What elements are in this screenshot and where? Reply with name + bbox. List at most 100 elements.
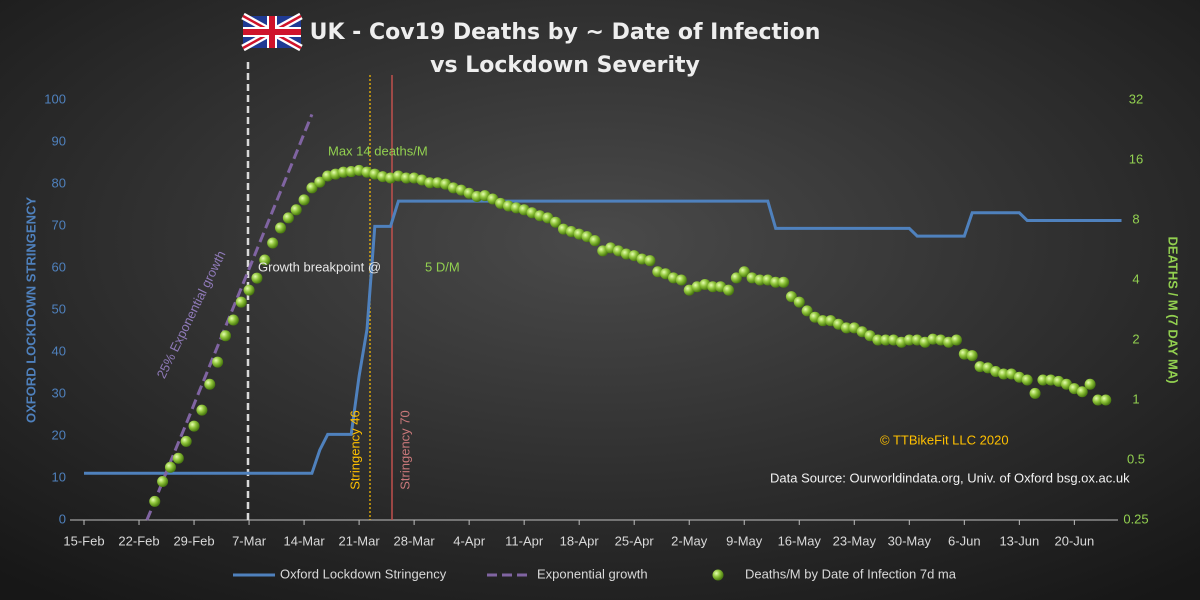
data-point	[204, 378, 216, 390]
x-tick-label: 13-Jun	[999, 533, 1039, 548]
y-tick-label: 70	[52, 217, 66, 232]
data-point	[219, 330, 231, 342]
data-point	[172, 452, 184, 464]
y-tick-label: 40	[52, 343, 66, 358]
x-tick-label: 22-Feb	[118, 533, 159, 548]
data-point	[1100, 394, 1112, 406]
y2-tick-label: 16	[1129, 151, 1143, 166]
data-point	[793, 296, 805, 308]
y-tick-label: 0	[59, 511, 66, 526]
y2-tick-label: 8	[1132, 211, 1139, 226]
chart-title: UK - Cov19 Deaths by ~ Date of Infection	[310, 20, 821, 45]
legend-label: Oxford Lockdown Stringency	[280, 566, 447, 581]
data-point	[212, 356, 224, 368]
data-point	[1084, 378, 1096, 390]
uk-flag	[241, 12, 303, 52]
y2-tick-label: 2	[1132, 331, 1139, 346]
data-point	[872, 334, 884, 346]
data-point	[998, 368, 1010, 380]
y-tick-label: 60	[52, 259, 66, 274]
data-point	[243, 284, 255, 296]
data-point	[337, 166, 349, 178]
data-point	[1037, 374, 1049, 386]
y2-tick-label: 1	[1132, 391, 1139, 406]
data-point	[966, 350, 978, 362]
x-tick-label: 30-May	[888, 533, 932, 548]
legend-marker	[712, 569, 724, 581]
data-point	[950, 334, 962, 346]
annotation: 5 D/M	[425, 259, 460, 274]
data-point	[149, 495, 161, 507]
data-point	[817, 315, 829, 327]
data-point	[424, 177, 436, 189]
data-point	[644, 255, 656, 267]
legend-label: Exponential growth	[537, 566, 648, 581]
data-point	[267, 237, 279, 249]
data-point	[1029, 387, 1041, 399]
data-point	[801, 305, 813, 317]
data-point	[754, 274, 766, 286]
data-point	[785, 291, 797, 303]
y-tick-label: 80	[52, 175, 66, 190]
data-point	[235, 296, 247, 308]
y2-tick-label: 0.5	[1127, 451, 1145, 466]
data-point	[730, 272, 742, 284]
data-point	[738, 266, 750, 278]
data-point	[903, 334, 915, 346]
x-tick-label: 20-Jun	[1054, 533, 1094, 548]
data-point	[723, 284, 735, 296]
y2-tick-label: 32	[1129, 91, 1143, 106]
data-point	[259, 254, 271, 266]
series-line	[84, 199, 1122, 475]
annotation: Growth breakpoint @	[258, 259, 381, 274]
data-point	[400, 172, 412, 184]
data-point	[180, 435, 192, 447]
annotation: Stringency 46	[347, 410, 362, 490]
data-point	[227, 314, 239, 326]
data-point	[1092, 394, 1104, 406]
annotation: © TTBikeFit LLC 2020	[880, 432, 1009, 447]
data-point	[290, 204, 302, 216]
y2-tick-label: 4	[1132, 271, 1139, 286]
data-point	[275, 222, 286, 234]
data-point	[306, 182, 318, 194]
data-point	[1076, 386, 1088, 398]
data-point	[1021, 374, 1033, 386]
data-point	[880, 334, 892, 346]
annotation: Max 14 deaths/M	[328, 143, 428, 158]
x-tick-label: 11-Apr	[505, 533, 544, 548]
x-tick-label: 15-Feb	[63, 533, 104, 548]
data-point	[589, 235, 601, 247]
x-tick-label: 9-May	[726, 533, 763, 548]
x-tick-label: 21-Mar	[339, 533, 381, 548]
data-point	[188, 420, 200, 432]
annotation: Stringency 70	[397, 410, 412, 490]
y-tick-label: 90	[52, 133, 66, 148]
x-tick-label: 23-May	[833, 533, 877, 548]
data-point	[251, 272, 263, 284]
y-tick-label: 20	[52, 427, 66, 442]
x-tick-label: 2-May	[671, 533, 708, 548]
chart-subtitle: vs Lockdown Severity	[430, 53, 700, 78]
legend-label: Deaths/M by Date of Infection 7d ma	[745, 566, 957, 581]
data-point	[314, 176, 326, 188]
y-axis-label: OXFORD LOCKDOWN STRINGENCY	[23, 197, 38, 423]
data-point	[778, 276, 790, 288]
annotation: Data Source: Ourworldindata.org, Univ. o…	[770, 470, 1130, 485]
y-tick-label: 10	[52, 469, 66, 484]
x-tick-label: 29-Feb	[173, 533, 214, 548]
x-tick-label: 7-Mar	[232, 533, 267, 548]
x-tick-label: 16-May	[778, 533, 822, 548]
x-tick-label: 14-Mar	[283, 533, 325, 548]
data-point	[707, 281, 719, 293]
data-point	[164, 461, 176, 473]
data-point	[157, 476, 169, 488]
x-tick-label: 28-Mar	[394, 533, 436, 548]
y2-tick-label: 0.25	[1123, 511, 1148, 526]
x-tick-label: 4-Apr	[453, 533, 485, 548]
y-tick-label: 50	[52, 301, 66, 316]
data-point	[550, 216, 562, 228]
y2-axis-label: DEATHS / M (7 DAY MA)	[1166, 236, 1181, 383]
